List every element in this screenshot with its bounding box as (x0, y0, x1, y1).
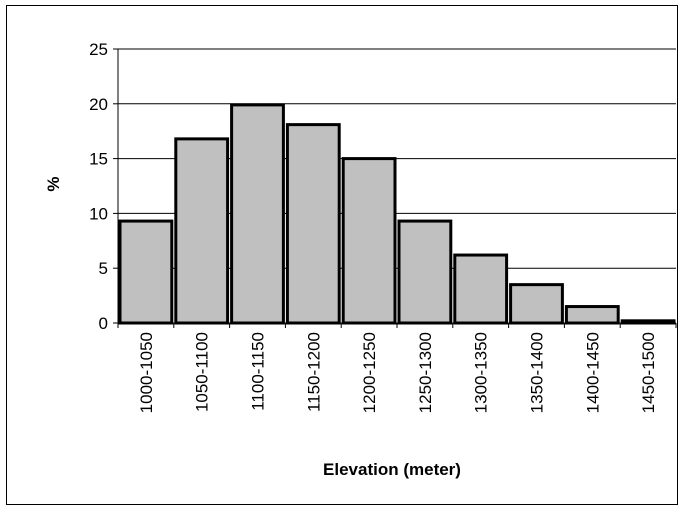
x-tick-label-1150-1200: 1150-1200 (304, 332, 323, 412)
bar-1300-1350 (453, 253, 509, 325)
x-tick-labels: 1000-1050 1050-1100 1100-1150 1150-1200 1200… (137, 332, 658, 413)
y-tick-label-15: 15 (89, 150, 108, 169)
bar-1250-1300 (397, 219, 453, 325)
bar-1000-1050 (118, 219, 174, 325)
y-tick-label-20: 20 (89, 95, 108, 114)
y-tick-label-0: 0 (99, 314, 108, 333)
bars (118, 103, 676, 325)
x-tick-label-1200-1250: 1200-1250 (360, 332, 379, 413)
chart-svg: 0 5 10 15 20 25 1000-1050 1050-1100 1100-1150 11… (44, 40, 677, 479)
x-tick-label-1300-1350: 1300-1350 (472, 332, 491, 413)
axes (113, 48, 677, 328)
x-axis-title: Elevation (meter) (323, 460, 461, 479)
bar-1400-1450 (564, 305, 620, 325)
x-tick-label-1250-1300: 1250-1300 (416, 332, 435, 413)
x-tick-label-1050-1100: 1050-1100 (193, 332, 212, 412)
bar-1150-1200 (285, 123, 341, 325)
bar-1200-1250 (341, 157, 397, 325)
x-tick-label-1450-1500: 1450-1500 (639, 332, 658, 413)
x-tick-label-1000-1050: 1000-1050 (137, 332, 156, 413)
y-tick-label-5: 5 (99, 259, 108, 278)
chart-frame: 0 5 10 15 20 25 1000-1050 1050-1100 1100-1150 11… (6, 5, 678, 505)
x-tick-label-1400-1450: 1400-1450 (583, 332, 602, 413)
y-tick-labels: 0 5 10 15 20 25 (89, 40, 108, 333)
bar-1100-1150 (230, 103, 285, 325)
x-tick-label-1100-1150: 1100-1150 (249, 332, 268, 411)
y-tick-label-10: 10 (89, 204, 108, 223)
x-tick-label-1350-1400: 1350-1400 (528, 332, 547, 413)
y-axis-title: % (44, 176, 63, 191)
bar-1050-1100 (174, 137, 230, 325)
y-tick-label-25: 25 (89, 40, 108, 59)
bar-1350-1400 (509, 283, 564, 325)
